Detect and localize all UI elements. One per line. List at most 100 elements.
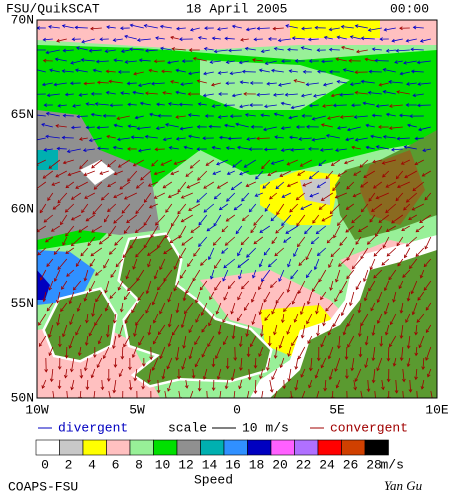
wind-arrow-head xyxy=(65,233,69,237)
wind-arrow-head xyxy=(52,206,57,210)
wind-arrow xyxy=(134,368,138,381)
wind-arrow xyxy=(352,258,362,269)
wind-arrow xyxy=(253,236,264,245)
wind-arrow xyxy=(135,115,144,119)
wind-arrow-head xyxy=(300,401,303,404)
wind-arrow-head xyxy=(354,70,358,75)
wind-arrow xyxy=(43,291,47,302)
wind-arrow-head xyxy=(62,242,66,246)
wind-arrow-head xyxy=(289,135,293,140)
wind-arrow xyxy=(138,82,151,87)
wind-arrow xyxy=(39,335,47,347)
wind-arrow xyxy=(239,60,249,64)
wind-arrow-head xyxy=(291,342,295,347)
wind-arrow xyxy=(372,368,376,383)
wind-arrow xyxy=(372,159,382,163)
wind-arrow-head xyxy=(385,112,390,117)
wind-arrow xyxy=(62,25,74,29)
wind-arrow-head xyxy=(246,399,249,402)
wind-arrow xyxy=(144,192,152,203)
wind-arrow-head xyxy=(262,185,267,189)
wind-arrow-head xyxy=(372,185,377,189)
wind-arrow-head xyxy=(317,69,321,74)
wind-arrow-head xyxy=(48,286,53,291)
colorbar-swatch xyxy=(200,439,225,456)
wind-arrow-head xyxy=(113,194,117,199)
wind-arrow-head xyxy=(346,275,350,280)
wind-arrow xyxy=(385,181,397,188)
wind-arrow-head xyxy=(229,114,234,119)
wind-arrow-head xyxy=(243,92,247,96)
colorbar-tick-label: 2 xyxy=(65,457,73,472)
wind-arrow xyxy=(128,125,137,128)
wind-arrow-head xyxy=(64,355,69,359)
wind-arrow-head xyxy=(280,126,285,130)
wind-arrow xyxy=(60,302,68,312)
wind-arrow-head xyxy=(346,185,350,190)
wind-arrow xyxy=(217,368,222,380)
wind-arrow-head xyxy=(372,159,376,164)
wind-arrow xyxy=(406,236,418,247)
wind-arrow xyxy=(355,280,362,290)
wind-arrow-head xyxy=(376,320,381,324)
wind-arrow xyxy=(338,258,348,267)
wind-arrow-head xyxy=(414,352,419,357)
wind-arrow-head xyxy=(120,91,124,96)
wind-arrow xyxy=(84,170,95,176)
wind-arrow-head xyxy=(270,284,274,288)
wind-arrow xyxy=(334,291,341,302)
wind-arrow-head xyxy=(188,71,192,76)
wind-arrow-head xyxy=(282,385,287,390)
wind-arrow-head xyxy=(304,230,308,235)
wind-arrow-head xyxy=(113,171,118,176)
wind-arrow xyxy=(370,258,376,270)
wind-arrow-head xyxy=(83,297,88,302)
wind-arrow-head xyxy=(211,36,216,41)
wind-arrow xyxy=(134,324,138,337)
wind-arrow xyxy=(214,192,222,200)
wind-arrow-head xyxy=(408,216,412,221)
wind-arrow xyxy=(37,137,46,141)
wind-arrow-head xyxy=(406,297,411,302)
wind-arrow-head xyxy=(218,400,221,403)
wind-arrow xyxy=(212,170,221,175)
wind-arrow xyxy=(278,82,291,86)
lat-label: 60N xyxy=(11,201,34,216)
wind-arrow-head xyxy=(424,245,428,250)
wind-arrow-head xyxy=(418,127,422,132)
wind-arrow-head xyxy=(37,162,39,166)
wind-arrow xyxy=(403,60,417,64)
wind-arrow xyxy=(236,313,243,321)
wind-arrow-head xyxy=(167,298,171,303)
wind-arrow xyxy=(65,247,75,254)
wind-arrow xyxy=(87,236,96,246)
wind-arrow xyxy=(289,136,298,139)
wind-arrow-head xyxy=(85,217,90,222)
wind-arrow-head xyxy=(151,301,156,306)
wind-arrow xyxy=(343,69,354,73)
wind-arrow-head xyxy=(260,113,264,118)
wind-arrow-head xyxy=(319,148,324,152)
wind-arrow-head xyxy=(143,24,148,28)
wind-arrow xyxy=(158,324,166,335)
wind-arrow-head xyxy=(70,386,74,391)
wind-arrow xyxy=(413,26,424,29)
wind-arrow-head xyxy=(70,242,75,247)
wind-arrow xyxy=(49,69,60,73)
wind-arrow xyxy=(275,225,285,234)
wind-arrow-head xyxy=(53,251,58,255)
wind-arrow-head xyxy=(120,49,125,53)
wind-arrow-head xyxy=(71,37,76,42)
wind-arrow-head xyxy=(117,334,122,339)
wind-arrow xyxy=(37,247,47,256)
wind-arrow-head xyxy=(330,253,335,258)
wind-arrow-head xyxy=(88,138,93,143)
wind-arrow xyxy=(398,280,404,289)
wind-arrow xyxy=(105,302,110,312)
wind-arrow xyxy=(333,104,347,106)
wind-arrow xyxy=(198,214,208,226)
wind-arrow-head xyxy=(120,356,125,360)
wind-arrow xyxy=(86,126,95,129)
wind-arrow-head xyxy=(48,25,52,29)
wind-arrow-head xyxy=(308,175,313,180)
